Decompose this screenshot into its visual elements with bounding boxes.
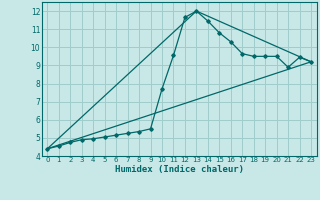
X-axis label: Humidex (Indice chaleur): Humidex (Indice chaleur) bbox=[115, 165, 244, 174]
